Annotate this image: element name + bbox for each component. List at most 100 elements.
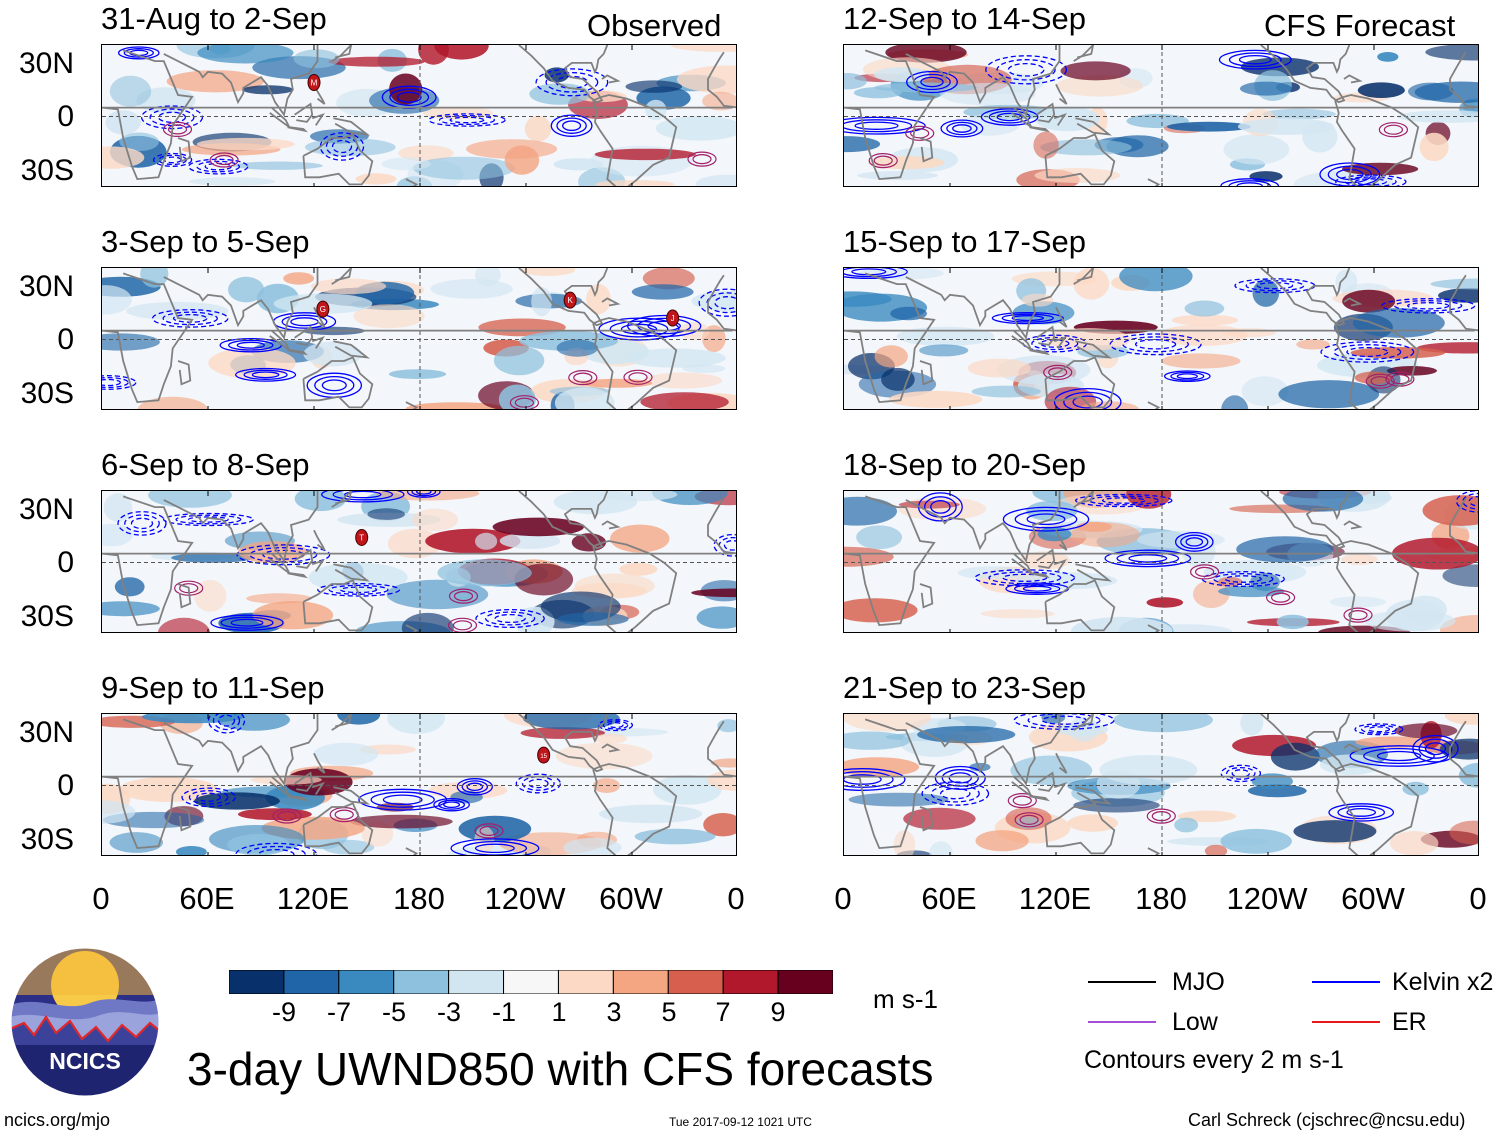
anomaly-blob (844, 136, 881, 153)
anomaly-blob (856, 525, 903, 550)
anomaly-blob (458, 815, 532, 842)
lat-label-30s: 30S (20, 154, 74, 187)
anomaly-blob (556, 339, 598, 357)
er-contour (1014, 812, 1044, 828)
coastline (177, 806, 192, 832)
anomaly-blob (1056, 75, 1143, 97)
map-panel-fc-4 (843, 713, 1479, 856)
anomaly-blob (971, 385, 1041, 398)
coastline (331, 714, 353, 731)
footer-url[interactable]: ncics.org/mjo (4, 1110, 111, 1130)
kelvin-contour (597, 719, 634, 732)
anomaly-blob (102, 523, 133, 547)
anomaly-blob (1241, 376, 1289, 407)
anomaly-blob (1402, 781, 1429, 796)
anomaly-blob (1293, 820, 1377, 843)
footer-timestamp: Tue 2017-09-12 1021 UTC (669, 1115, 812, 1129)
coastline (1343, 520, 1363, 530)
anomaly-blob (175, 846, 207, 855)
anomaly-blob (599, 491, 678, 502)
panel-title-fc-4: 21-Sep to 23-Sep (843, 670, 1087, 705)
anomaly-blob (355, 173, 397, 185)
coastline (302, 802, 374, 855)
coastline (405, 401, 419, 409)
panel-title-obs-2: 3-Sep to 5-Sep (101, 224, 310, 259)
anomaly-blob (284, 768, 353, 796)
anomaly-blob (1184, 300, 1225, 317)
coastline (919, 583, 934, 609)
kelvin-contour (456, 778, 493, 796)
kelvin-contour (1026, 513, 1066, 526)
panel-title-obs-4: 9-Sep to 11-Sep (101, 670, 325, 705)
kelvin-contour (321, 379, 347, 392)
kelvin-contour (314, 375, 355, 395)
coastline (1073, 491, 1095, 508)
lat-label-eq: 0 (57, 323, 74, 356)
panel-title-obs-1: 31-Aug to 2-Sep (101, 1, 327, 36)
er-contour (214, 154, 234, 166)
anomaly-blob (521, 268, 576, 276)
kelvin-contour (210, 614, 284, 631)
anomaly-blob (868, 156, 945, 170)
anomaly-blob (197, 45, 294, 64)
colorbar-box (777, 969, 834, 995)
coastline (1055, 306, 1068, 328)
anomaly-blob (313, 742, 379, 766)
kelvin-contour (1163, 370, 1211, 383)
anomaly-blob (1377, 52, 1399, 62)
kelvin-contour (1346, 346, 1389, 358)
er-contour (1195, 566, 1215, 578)
kelvin-contour (948, 772, 972, 784)
forecast-header: CFS Forecast (1264, 8, 1456, 43)
storm-marker: K (563, 291, 577, 309)
legend-label-kelvin: Kelvin x2 (1392, 968, 1494, 996)
anomaly-blob (1113, 714, 1213, 733)
anomaly-blob (1223, 134, 1290, 165)
legend-line-mjo (1088, 981, 1156, 983)
anomaly-blob (655, 116, 736, 141)
kelvin-contour (1013, 714, 1115, 730)
coastline (518, 491, 609, 550)
coastline (163, 491, 319, 563)
kelvin-contour (521, 776, 555, 791)
anomaly-blob (957, 566, 1026, 580)
kelvin-contour (494, 613, 526, 624)
anomaly-blob (1020, 551, 1070, 570)
er-contour (334, 809, 354, 820)
anomaly-blob (405, 402, 507, 409)
coastline (844, 49, 1475, 181)
coastline (1075, 563, 1113, 582)
anomaly-blob (929, 841, 953, 855)
kelvin-contour (196, 792, 221, 802)
lat-label-eq: 0 (57, 546, 74, 579)
er-contour (1012, 795, 1032, 806)
kelvin-contour (527, 778, 549, 789)
coastline (269, 552, 291, 574)
kelvin-contour (124, 514, 160, 533)
kelvin-contour (1116, 551, 1180, 565)
er-contour (687, 151, 717, 167)
anomaly-blob (1060, 61, 1131, 81)
kelvin-contour (1104, 549, 1192, 568)
colorbar-box (338, 969, 395, 995)
colorbar-label: -1 (491, 997, 517, 1027)
anomaly-blob (238, 541, 308, 564)
kelvin-contour (1238, 54, 1272, 65)
kelvin-contour (1185, 537, 1204, 547)
kelvin-contour (1122, 336, 1189, 353)
anomaly-blob (676, 65, 736, 94)
anomaly-blob (1010, 755, 1093, 786)
kelvin-contour (1180, 534, 1209, 550)
anomaly-blob (1167, 121, 1251, 132)
anomaly-blob (555, 742, 653, 770)
anomaly-blob (1040, 139, 1132, 156)
coastline (1036, 102, 1056, 123)
kelvin-contour (416, 491, 432, 495)
kelvin-contour (217, 714, 236, 727)
coastline (102, 495, 733, 627)
coastline (1334, 317, 1420, 409)
coastline (287, 572, 308, 579)
lat-label-30n: 30N (18, 493, 74, 526)
kelvin-contour (382, 794, 423, 805)
kelvin-contour (1101, 497, 1146, 504)
